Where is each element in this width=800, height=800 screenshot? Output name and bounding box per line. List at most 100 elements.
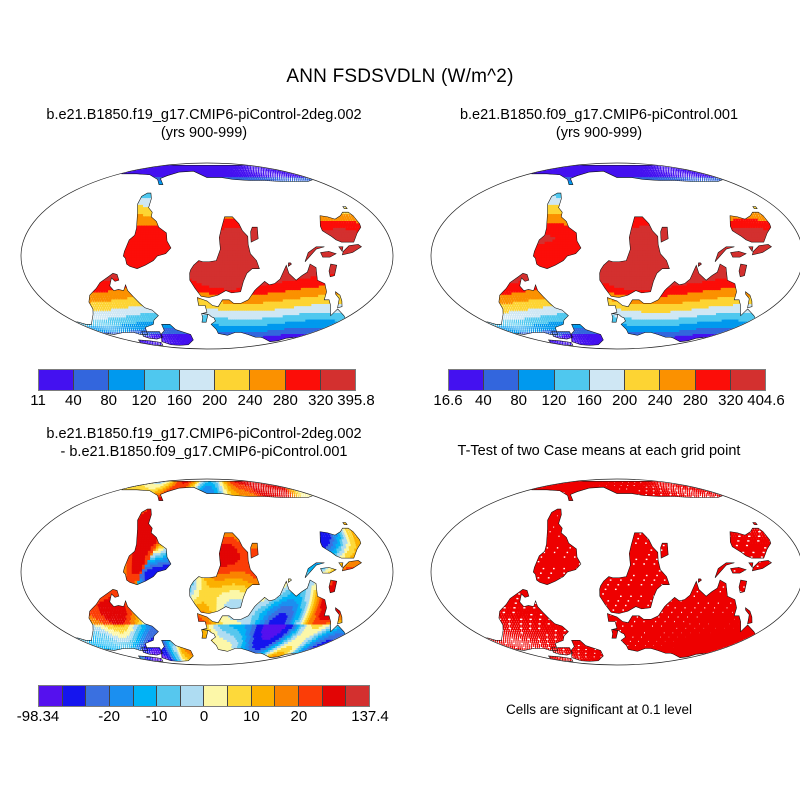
coastline [611, 313, 619, 323]
coastline [341, 244, 362, 256]
colorbar-cell [251, 686, 276, 706]
colorbar-tick-label: 280 [683, 392, 708, 409]
coastline [141, 331, 164, 340]
colorbar-cell [322, 686, 347, 706]
colorbar-tick-label: 80 [100, 392, 117, 409]
coastline [288, 262, 292, 267]
coastline [714, 246, 735, 262]
colorbar-cell [109, 370, 145, 390]
coastline [304, 246, 325, 262]
coastline [189, 216, 260, 298]
colorbar-tick-label: 280 [273, 392, 298, 409]
coastline [570, 324, 604, 346]
coastline [70, 588, 159, 652]
colorbar-tick-label: 395.8 [337, 392, 375, 409]
colorbar-tick-label: 20 [291, 708, 308, 725]
colorbar-cell [109, 686, 134, 706]
coastline [342, 206, 348, 210]
coastline [714, 562, 735, 578]
coastline [570, 640, 604, 662]
significance-note: Cells are significant at 0.1 level [404, 702, 794, 717]
colorbar-tick-label: 160 [577, 392, 602, 409]
coastline [201, 313, 209, 323]
colorbar-difference [38, 685, 370, 707]
colorbar-cell [519, 370, 555, 390]
coastline [751, 560, 772, 572]
coastline [70, 272, 159, 336]
coastline [122, 508, 172, 585]
coastline [319, 527, 362, 559]
coastline [250, 542, 259, 559]
coastline [288, 578, 292, 583]
colorbar-cell [144, 370, 180, 390]
colorbar-cell [625, 370, 661, 390]
colorbar-tick-label: 200 [202, 392, 227, 409]
colorbar-cell [39, 686, 63, 706]
colorbar-cell [660, 370, 696, 390]
colorbar-cell [730, 370, 765, 390]
page-title: ANN FSDSVDLN (W/m^2) [0, 66, 800, 88]
colorbar-tick-label: 137.4 [351, 708, 389, 725]
coastline [532, 508, 582, 585]
colorbar-cell [157, 686, 181, 706]
colorbar-case1 [38, 369, 356, 391]
coastline [250, 226, 259, 243]
coastline [660, 226, 669, 243]
coastline [532, 192, 582, 269]
colorbar-cell [346, 686, 369, 706]
colorbar-case1-labels: 11 40 80 120 160 200 240 280 320 395.8 [0, 392, 400, 412]
coastline [730, 567, 747, 574]
colorbar-tick-label: 40 [65, 392, 82, 409]
coastline [338, 246, 344, 253]
colorbar-cell [320, 370, 355, 390]
colorbar-cell [589, 370, 626, 390]
coastline [729, 527, 772, 559]
colorbar-tick-label: 10 [243, 708, 260, 725]
coastline [189, 532, 260, 614]
coastline [698, 262, 702, 267]
coastline [338, 562, 344, 569]
coastline [160, 324, 194, 346]
colorbar-cell [228, 686, 252, 706]
colorbar-cell [299, 686, 323, 706]
coastline [480, 588, 569, 652]
colorbar-tick-label: 80 [510, 392, 527, 409]
colorbar-tick-label: 0 [200, 708, 208, 725]
colorbar-cell [179, 370, 216, 390]
coastline [551, 647, 574, 656]
coastline [748, 246, 754, 253]
colorbar-tick-label: 16.6 [433, 392, 462, 409]
coastline [752, 206, 758, 210]
coastline [752, 522, 758, 526]
colorbar-difference-labels: -98.34 -20 -10 0 10 20 137.4 [0, 708, 400, 728]
coastline [745, 291, 753, 309]
colorbar-tick-label: 160 [167, 392, 192, 409]
colorbar-cell [554, 370, 590, 390]
coastline [738, 263, 748, 278]
colorbar-tick-label: -10 [146, 708, 168, 725]
coastline [751, 244, 772, 256]
coastline [748, 562, 754, 569]
map-ttest [422, 466, 800, 674]
colorbar-cell [449, 370, 485, 390]
colorbar-cell [39, 370, 75, 390]
colorbar-tick-label: 320 [718, 392, 743, 409]
coastline [738, 579, 748, 594]
coastline [320, 567, 337, 574]
colorbar-cell [133, 686, 158, 706]
colorbar-cell [62, 686, 87, 706]
coastline [729, 211, 772, 243]
panel-title-top-left: b.e21.B1850.f19_g17.CMIP6-piControl-2deg… [4, 106, 404, 142]
colorbar-cell [215, 370, 251, 390]
coastline [599, 216, 670, 298]
coastline [328, 263, 338, 278]
colorbar-cell [275, 686, 300, 706]
coastline [660, 542, 669, 559]
colorbar-cell [695, 370, 731, 390]
map-case2 [422, 150, 800, 358]
panel-title-bottom-right: T-Test of two Case means at each grid po… [404, 442, 794, 460]
coastline [745, 607, 753, 625]
colorbar-cell [484, 370, 520, 390]
coastline [335, 291, 343, 309]
